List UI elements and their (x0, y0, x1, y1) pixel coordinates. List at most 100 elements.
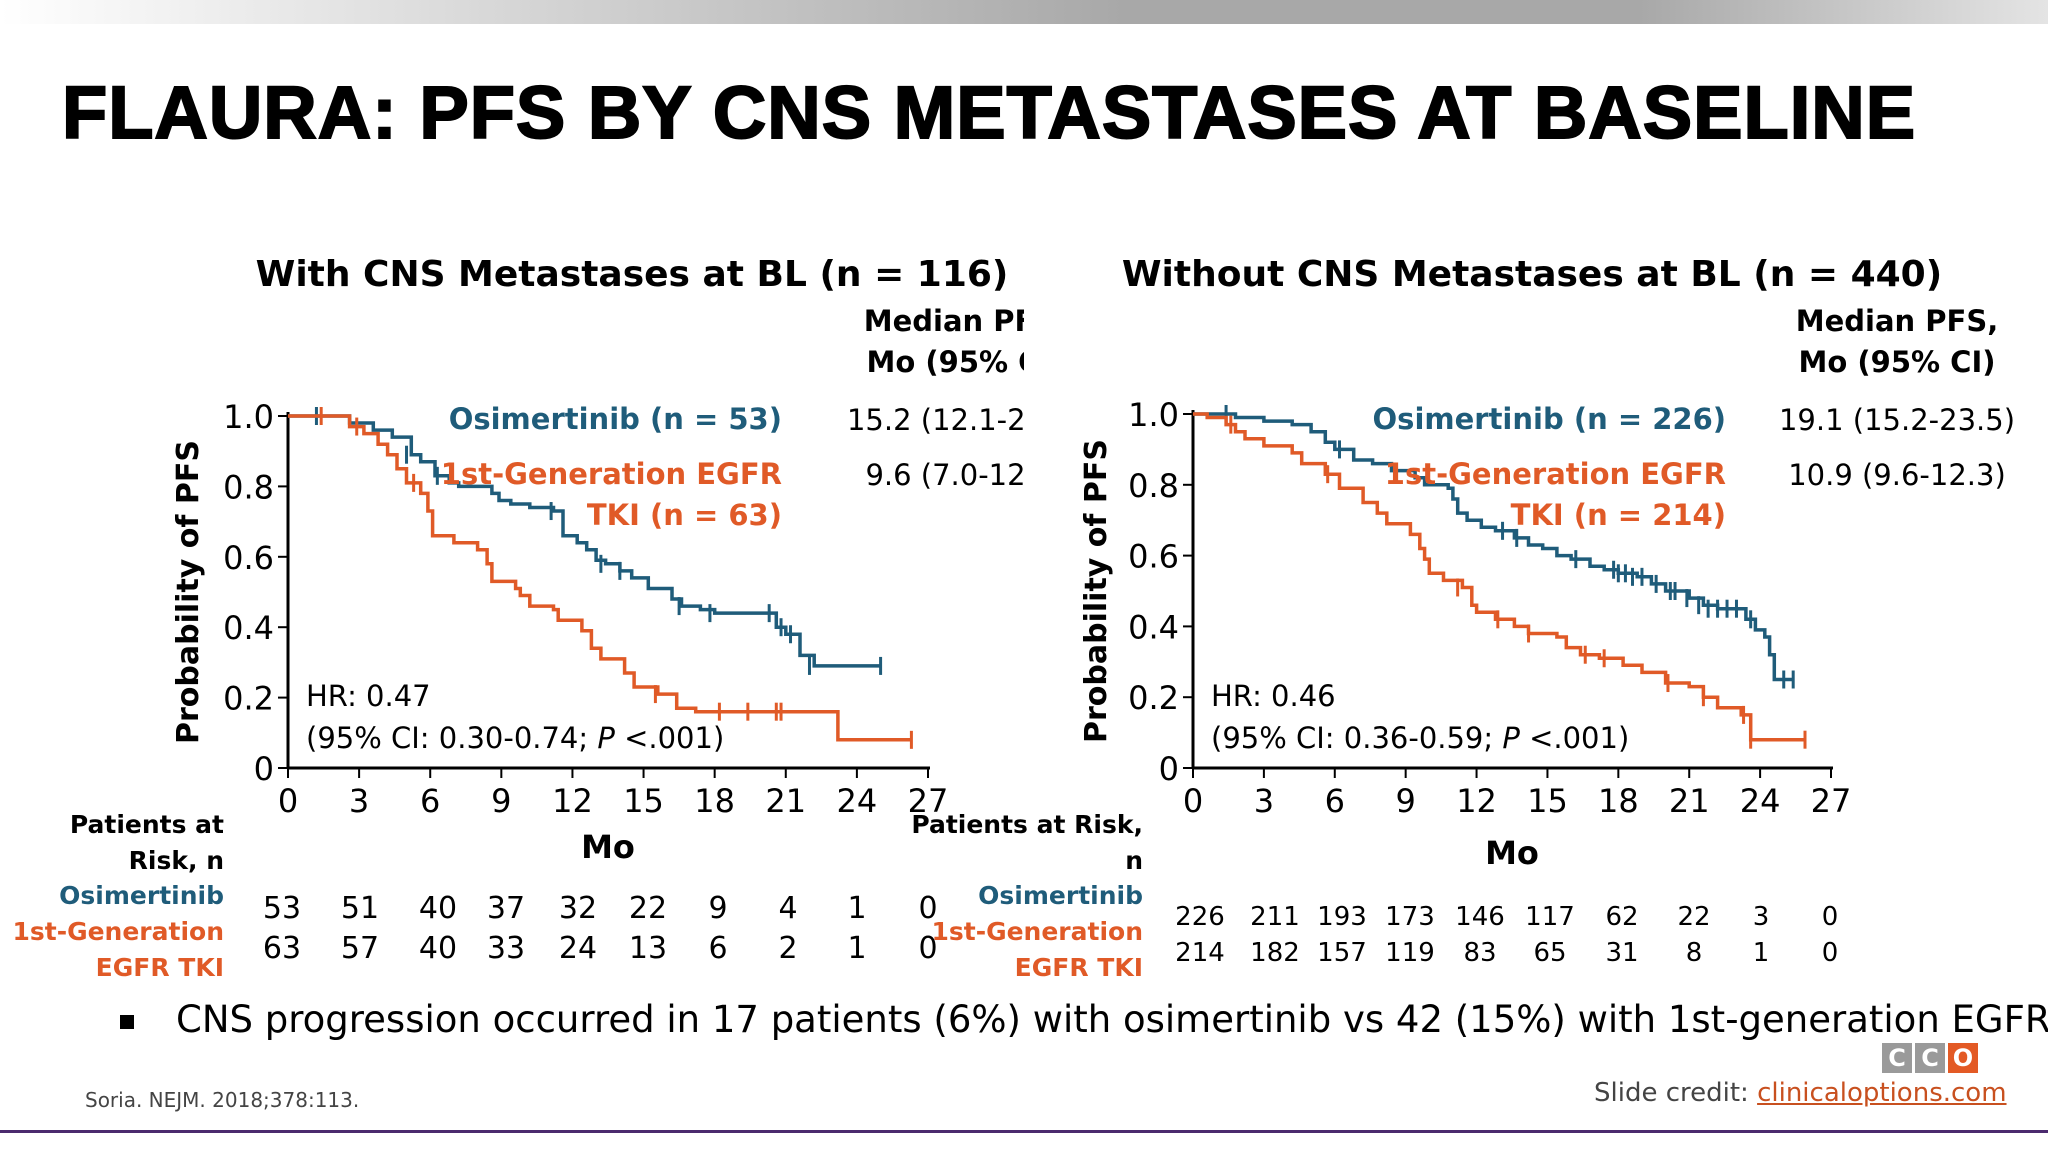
slide-credit: Slide credit: clinicaloptions.com (1594, 1078, 2007, 1108)
y-tick-label: 0.6 (223, 539, 274, 577)
risk-table-header: n (1125, 846, 1143, 875)
risk-value: 83 (1463, 938, 1496, 968)
y-tick-label: 0 (1159, 750, 1179, 788)
risk-value: 0 (1822, 938, 1839, 968)
risk-value: 3 (1753, 902, 1770, 932)
x-tick-label: 27 (908, 782, 949, 820)
risk-value: 182 (1250, 938, 1300, 968)
y-axis-label: Probability of PFS (171, 440, 206, 744)
x-tick-label: 18 (694, 782, 735, 820)
risk-value: 214 (1175, 938, 1225, 968)
x-tick-label: 24 (1740, 782, 1781, 820)
risk-value: 119 (1385, 938, 1435, 968)
km-curve-egfr_tki (1193, 412, 1805, 742)
risk-value: 117 (1525, 902, 1575, 932)
legend-osimertinib: Osimertinib (n = 226) (1373, 402, 1726, 436)
ci-annotation: (95% CI: 0.30-0.74; P <.001) (306, 721, 724, 755)
risk-value: 6 (708, 931, 727, 966)
risk-value: 33 (487, 931, 525, 966)
source-citation: Soria. NEJM. 2018;378:113. (85, 1088, 360, 1112)
x-tick-label: 18 (1598, 782, 1639, 820)
median-value: 15.2 (12.1-21.4) (847, 403, 1024, 437)
x-tick-label: 3 (349, 782, 369, 820)
ci-text: (95% CI: 0.36-0.59; (1211, 721, 1502, 755)
risk-value: 0 (1822, 902, 1839, 932)
x-axis-label: Mo (581, 828, 635, 866)
km-chart-with-cns: With CNS Metastases at BL (n = 116) Media… (12, 254, 1024, 982)
y-tick-label: 0 (254, 750, 274, 788)
risk-value: 1 (847, 891, 866, 926)
x-tick-label: 9 (491, 782, 511, 820)
x-tick-label: 21 (1669, 782, 1710, 820)
y-axis-label: Probability of PFS (1079, 439, 1114, 743)
risk-value: 32 (559, 891, 597, 926)
median-header: Mo (95% CI) (1799, 345, 1996, 379)
logo-letter: C (1882, 1043, 1912, 1073)
km-curve-osimertinib (1193, 412, 1794, 682)
x-tick-label: 12 (552, 782, 593, 820)
x-tick-label: 24 (837, 782, 878, 820)
risk-row-label-osimertinib: Osimertinib (59, 881, 224, 910)
risk-value: 0 (918, 931, 937, 966)
hr-annotation: HR: 0.47 (306, 679, 431, 713)
risk-value: 65 (1533, 938, 1566, 968)
legend-osimertinib: Osimertinib (n = 53) (449, 402, 782, 436)
median-value: 9.6 (7.0-12.4) (865, 458, 1024, 492)
bullet-text: CNS progression occurred in 17 patients … (176, 998, 2048, 1041)
risk-table-header: Risk, n (129, 846, 224, 875)
risk-value: 22 (629, 891, 667, 926)
y-tick-label: 1.0 (223, 398, 274, 436)
median-header: Median PFS, (1796, 304, 1999, 338)
risk-value: 37 (487, 891, 525, 926)
median-header: Mo (95% CI) (867, 345, 1024, 379)
credit-link[interactable]: clinicaloptions.com (1757, 1078, 2007, 1108)
risk-row-label-osimertinib: Osimertinib (978, 881, 1143, 910)
risk-value: 8 (1686, 938, 1703, 968)
x-tick-label: 12 (1456, 782, 1497, 820)
x-tick-label: 6 (420, 782, 440, 820)
x-tick-label: 0 (1183, 782, 1203, 820)
risk-row-label-egfr_tki: EGFR TKI (96, 953, 224, 982)
legend-egfr_tki: TKI (n = 63) (587, 498, 782, 532)
p-value-text: <.001) (615, 721, 724, 755)
top-gradient-bar (0, 0, 2048, 24)
x-tick-label: 21 (765, 782, 806, 820)
median-header: Median PFS, (864, 304, 1024, 338)
risk-value: 51 (341, 891, 379, 926)
p-value-text: <.001) (1520, 721, 1629, 755)
risk-row-label-egfr_tki: 1st-Generation (931, 917, 1143, 946)
risk-value: 63 (263, 931, 301, 966)
x-tick-label: 6 (1325, 782, 1345, 820)
risk-value: 1 (1753, 938, 1770, 968)
risk-value: 226 (1175, 902, 1225, 932)
p-symbol: P (597, 721, 615, 755)
x-tick-label: 27 (1811, 782, 1852, 820)
chart-title: Without CNS Metastases at BL (n = 440) (1122, 254, 1942, 295)
km-curve-egfr_tki (288, 414, 912, 742)
risk-value: 40 (419, 931, 457, 966)
chart-title: With CNS Metastases at BL (n = 116) (256, 254, 1009, 295)
y-tick-label: 0.2 (223, 680, 274, 718)
y-tick-label: 0.8 (223, 468, 274, 506)
risk-value: 57 (341, 931, 379, 966)
risk-value: 4 (778, 891, 797, 926)
bullet-point: CNS progression occurred in 17 patients … (120, 998, 2048, 1041)
y-tick-label: 0.4 (223, 609, 274, 647)
risk-table-header: Patients at Risk, (911, 810, 1143, 839)
risk-value: 157 (1317, 938, 1367, 968)
y-tick-label: 0.4 (1128, 608, 1179, 646)
risk-value: 62 (1605, 902, 1638, 932)
x-tick-label: 0 (278, 782, 298, 820)
bullet-square-icon (120, 1014, 134, 1029)
legend-egfr_tki: 1st-Generation EGFR (1385, 457, 1726, 491)
y-tick-label: 1.0 (1128, 396, 1179, 434)
risk-value: 211 (1250, 902, 1300, 932)
risk-value: 53 (263, 891, 301, 926)
ci-annotation: (95% CI: 0.36-0.59; P <.001) (1211, 721, 1629, 755)
risk-row-label-egfr_tki: 1st-Generation (12, 917, 224, 946)
risk-row-label-egfr_tki: EGFR TKI (1015, 953, 1143, 982)
hr-annotation: HR: 0.46 (1211, 679, 1336, 713)
risk-value: 31 (1605, 938, 1638, 968)
km-curve-osimertinib (288, 414, 881, 668)
risk-value: 2 (778, 931, 797, 966)
